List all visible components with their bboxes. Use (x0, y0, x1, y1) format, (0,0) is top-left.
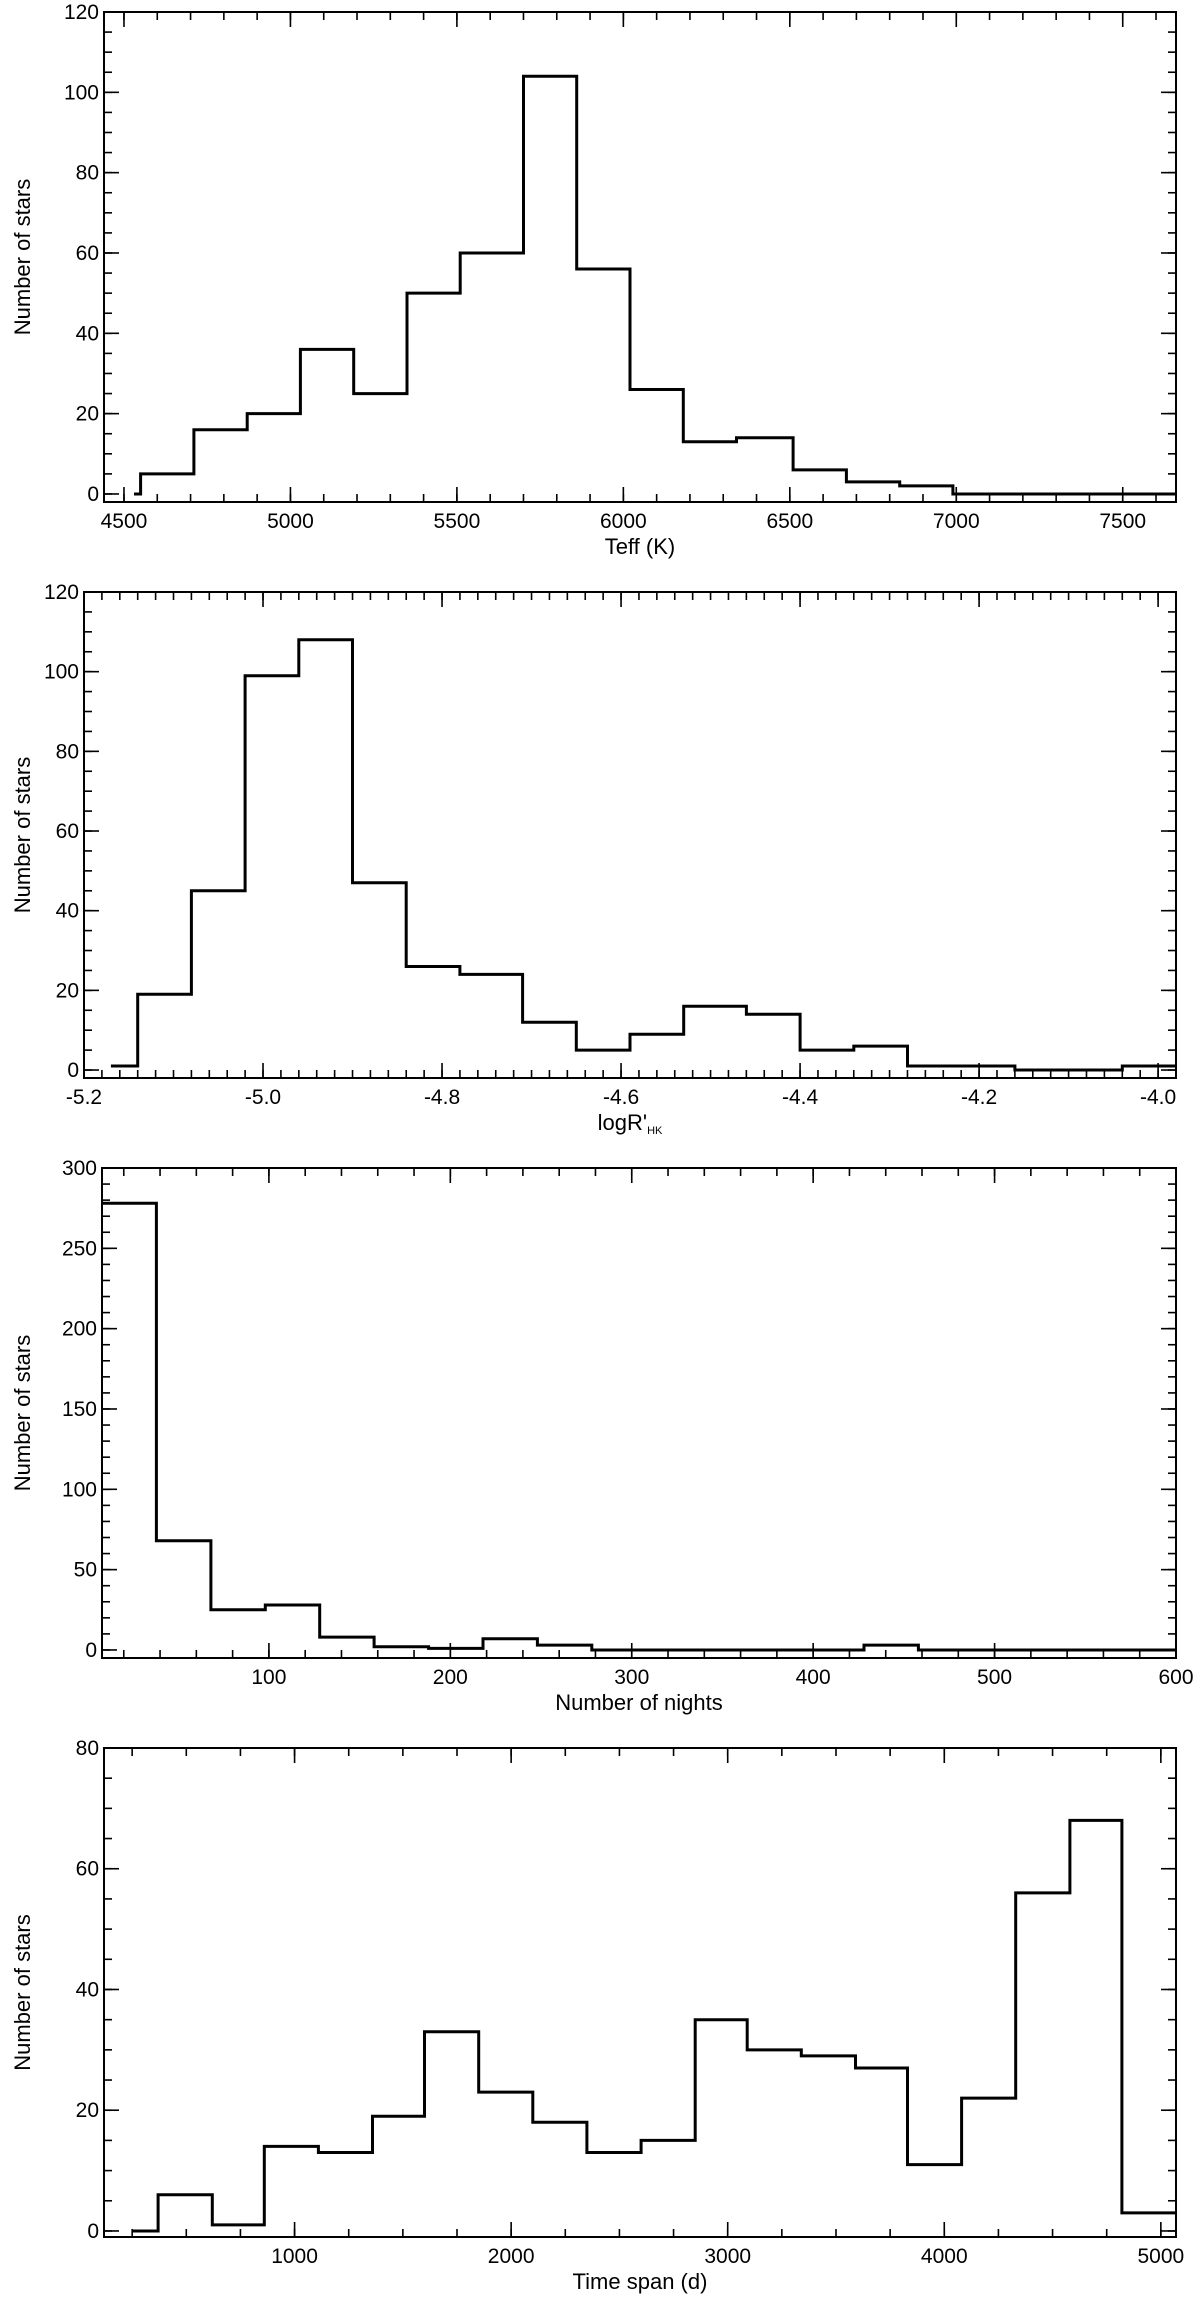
y-tick-label: 20 (56, 979, 79, 1002)
y-tick-label: 100 (62, 1478, 97, 1501)
y-tick-label: 0 (67, 1059, 79, 1082)
x-tick-label: -4.6 (603, 1086, 639, 1109)
x-axis-label-subscript: HK (647, 1125, 663, 1137)
y-tick-label: 60 (76, 1858, 99, 1881)
tick-marks (104, 11, 1176, 502)
y-tick-label: 0 (87, 2220, 99, 2243)
x-tick-label: 7000 (933, 510, 980, 533)
x-axis-label: Time span (d) (573, 2269, 708, 2294)
tick-marks (83, 591, 1177, 1078)
y-tick-label: 150 (62, 1398, 97, 1421)
y-tick-label: 20 (76, 2099, 99, 2122)
x-tick-label: -4.2 (961, 1086, 997, 1109)
y-tick-label: 120 (44, 581, 79, 604)
x-tick-label: -5.0 (245, 1086, 281, 1109)
x-tick-label: 500 (977, 1666, 1012, 1689)
x-tick-label: -5.2 (66, 1086, 102, 1109)
tick-marks (104, 1747, 1176, 2237)
plot-frame (83, 591, 1177, 1079)
y-tick-label: 0 (87, 483, 99, 506)
chart-panel-4: 1000 2000 3000 4000 5000 0 20 40 60 80 Time span (… (10, 1737, 1184, 2294)
y-tick-label: 100 (44, 661, 79, 684)
y-axis-label: Number of stars (10, 757, 35, 914)
x-tick-label: 3000 (704, 2245, 751, 2268)
x-axis-label: Teff (K) (605, 534, 676, 559)
y-tick-label: 40 (56, 900, 79, 923)
plot-frame (103, 11, 1177, 503)
x-tick-label: -4.4 (782, 1086, 819, 1109)
x-tick-label: 5000 (1137, 2245, 1184, 2268)
x-tick-label: 400 (796, 1666, 831, 1689)
y-tick-label: 40 (76, 1978, 99, 2001)
x-tick-label: 1000 (271, 2245, 318, 2268)
y-axis-label: Number of stars (10, 179, 35, 336)
tick-marks (102, 1167, 1177, 1658)
x-tick-label: 5000 (267, 510, 314, 533)
y-tick-label: 60 (56, 820, 79, 843)
y-tick-label: 250 (62, 1237, 97, 1260)
y-tick-label: 100 (64, 81, 99, 104)
x-tick-label: 6500 (766, 510, 813, 533)
chart-panel-3: 100 200 300 400 500 600050100150200250300Numb… (10, 1157, 1194, 1715)
x-tick-label: 5500 (434, 510, 481, 533)
x-tick-label: 300 (614, 1666, 649, 1689)
y-tick-label: 80 (76, 162, 99, 185)
y-tick-label: 80 (76, 1737, 99, 1760)
y-axis-label: Number of stars (10, 1914, 35, 2071)
histogram-steps (110, 638, 1176, 1072)
y-tick-label: 300 (62, 1157, 97, 1180)
y-tick-label: 200 (62, 1318, 97, 1341)
y-axis-label: Number of stars (10, 1335, 35, 1492)
x-tick-label: 2000 (488, 2245, 535, 2268)
y-tick-label: 40 (76, 322, 99, 345)
y-tick-label: 0 (85, 1639, 97, 1662)
x-tick-label: -4.8 (424, 1086, 460, 1109)
histogram-steps (102, 1201, 1176, 1652)
x-tick-label: 7500 (1099, 510, 1146, 533)
x-tick-label: 200 (433, 1666, 468, 1689)
y-tick-label: 60 (76, 242, 99, 265)
y-tick-label: 120 (64, 1, 99, 24)
x-tick-label: -4.0 (1140, 1086, 1176, 1109)
histogram-steps (132, 1818, 1176, 2233)
histogram-steps (134, 74, 1176, 496)
x-tick-label: 4000 (921, 2245, 968, 2268)
x-tick-label: 600 (1158, 1666, 1193, 1689)
x-tick-label: 6000 (600, 510, 647, 533)
plot-frame (103, 1747, 1177, 2238)
plot-frame (101, 1167, 1177, 1659)
x-axis-label: Number of nights (555, 1690, 723, 1715)
x-tick-label: 4500 (101, 510, 148, 533)
chart-panel-2: -5.2 -5.0 -4.8 -4.6 -4.4 -4.2 -4.0 0 20 40 60 80 100… (10, 581, 1177, 1137)
y-tick-label: 80 (56, 740, 79, 763)
x-axis-label: logR'HK (598, 1110, 663, 1137)
x-tick-label: 100 (251, 1666, 286, 1689)
chart-panel-1: 4500 5000 5500 6000 6500 7000 7500 0 20 40 60 80 100… (10, 1, 1177, 559)
y-tick-label: 50 (74, 1559, 97, 1582)
y-tick-label: 20 (76, 403, 99, 426)
